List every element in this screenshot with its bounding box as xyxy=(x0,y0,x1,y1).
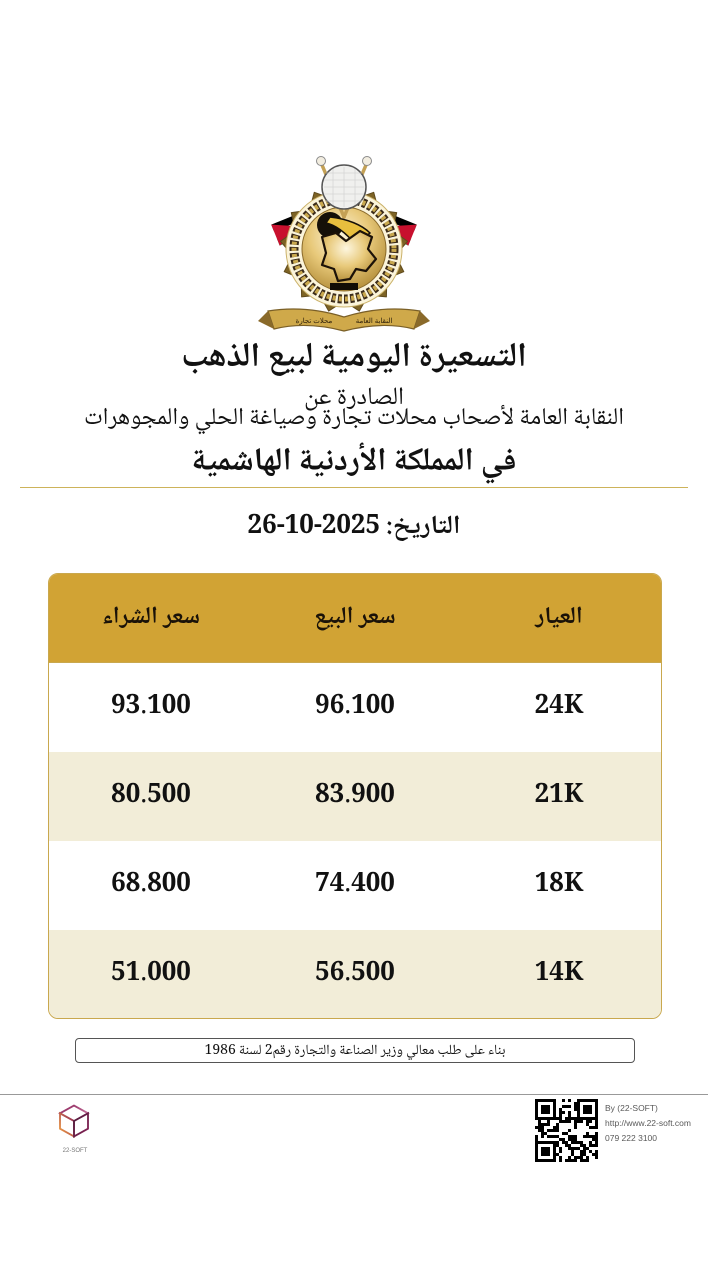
svg-text:محلات تجارة: محلات تجارة xyxy=(296,317,333,325)
svg-text:النقابة العامة: النقابة العامة xyxy=(356,317,393,325)
